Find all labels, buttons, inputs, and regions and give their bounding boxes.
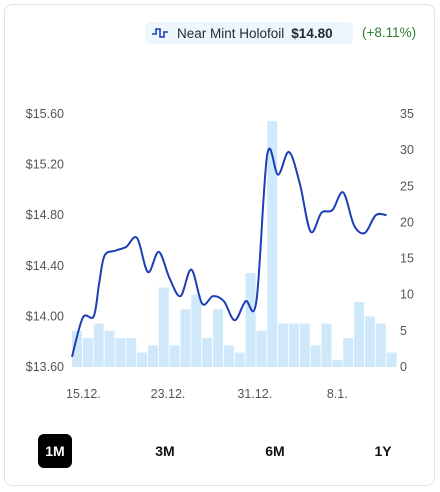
- volume-bar: [386, 352, 397, 367]
- legend-label: Near Mint Holofoil: [177, 25, 285, 41]
- x-tick-label: 15.12.: [66, 387, 101, 401]
- volume-bar: [180, 309, 191, 367]
- x-axis: 15.12. 23.12. 31.12. 8.1.: [66, 387, 348, 401]
- legend-price: $14.80: [291, 25, 333, 41]
- volume-bar: [245, 273, 256, 367]
- volume-bar: [223, 345, 234, 367]
- volume-bar: [147, 345, 158, 367]
- y-right-tick-label: 10: [400, 288, 414, 302]
- y-axis-right: 35 30 25 20 15 10 5 0: [400, 107, 414, 374]
- volume-bar: [310, 345, 321, 367]
- volume-bar: [299, 323, 310, 367]
- volume-bar: [278, 323, 289, 367]
- volume-bar: [375, 323, 386, 367]
- y-axis-left: $15.60 $15.20 $14.80 $14.40 $14.00 $13.60: [26, 107, 64, 374]
- volume-bar: [354, 301, 365, 367]
- volume-bar: [256, 330, 267, 367]
- volume-bar: [93, 323, 104, 367]
- volume-bar: [202, 338, 213, 367]
- volume-bar: [169, 345, 180, 367]
- y-right-tick-label: 35: [400, 107, 414, 121]
- y-left-tick-label: $15.60: [26, 107, 64, 121]
- volume-bar: [158, 287, 169, 367]
- legend-pill[interactable]: Near Mint Holofoil $14.80: [145, 22, 353, 44]
- y-left-tick-label: $13.60: [26, 360, 64, 374]
- volume-bar: [343, 338, 354, 367]
- y-left-tick-label: $14.80: [26, 208, 64, 222]
- y-right-tick-label: 15: [400, 252, 414, 266]
- volume-bar: [115, 338, 126, 367]
- y-left-tick-label: $14.00: [26, 309, 64, 323]
- price-line-layer: [71, 147, 387, 358]
- price-line: [71, 147, 387, 358]
- step-line-icon: [152, 28, 168, 38]
- y-right-tick-label: 30: [400, 143, 414, 157]
- price-chart: $15.60$15.20$14.80$14.40$14.00$13.60 353…: [26, 107, 414, 401]
- volume-bar: [234, 352, 245, 367]
- volume-bar: [126, 338, 137, 367]
- volume-bar: [137, 352, 148, 367]
- range-button-6m[interactable]: 6M: [256, 434, 294, 468]
- volume-bar: [321, 323, 332, 367]
- volume-bar: [267, 121, 278, 367]
- y-left-tick-label: $15.20: [26, 158, 64, 172]
- x-tick-label: 23.12.: [151, 387, 186, 401]
- volume-bars: [72, 121, 397, 367]
- volume-bar: [104, 330, 115, 367]
- volume-bar: [364, 316, 375, 367]
- y-right-tick-label: 5: [400, 324, 407, 338]
- range-button-3m[interactable]: 3M: [146, 434, 184, 468]
- volume-bar: [332, 359, 343, 367]
- y-right-tick-label: 0: [400, 360, 407, 374]
- price-change: (+8.11%): [362, 25, 417, 40]
- y-left-tick-label: $14.40: [26, 259, 64, 273]
- y-right-tick-label: 25: [400, 179, 414, 193]
- volume-bar: [288, 323, 299, 367]
- volume-bar: [82, 338, 93, 367]
- price-chart-card: [4, 4, 435, 486]
- x-tick-label: 31.12.: [237, 387, 272, 401]
- range-button-1m[interactable]: 1M: [38, 434, 72, 468]
- y-right-tick-label: 20: [400, 215, 414, 229]
- range-button-1y[interactable]: 1Y: [366, 434, 400, 468]
- volume-bar: [191, 294, 202, 367]
- volume-bar: [72, 330, 82, 367]
- volume-bar: [213, 309, 224, 367]
- x-tick-label: 8.1.: [327, 387, 348, 401]
